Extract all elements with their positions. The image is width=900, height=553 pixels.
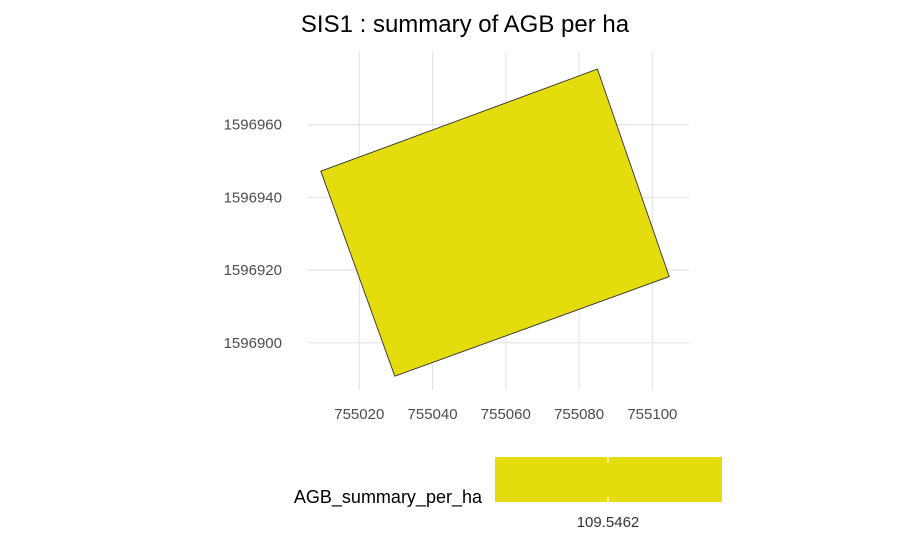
x-tick-label: 755080	[554, 406, 604, 423]
legend-color-bar	[495, 457, 722, 502]
x-axis-tick-labels: 755020 755040 755060 755080 755100	[334, 406, 677, 423]
legend: AGB_summary_per_ha 109.5462	[294, 457, 722, 531]
y-tick-label: 1596900	[224, 335, 282, 352]
polygon-layer	[320, 68, 670, 377]
y-tick-label: 1596940	[224, 189, 282, 206]
map-title: SIS1 : summary of AGB per ha	[301, 11, 630, 38]
y-tick-label: 1596920	[224, 262, 282, 279]
x-tick-label: 755060	[481, 406, 531, 423]
y-axis-tick-labels: 1596900 1596920 1596940 1596960	[224, 117, 282, 352]
plot-polygon	[320, 68, 670, 377]
legend-tick-label: 109.5462	[577, 514, 640, 531]
x-tick-label: 755100	[627, 406, 677, 423]
x-tick-label: 755040	[408, 406, 458, 423]
legend-title: AGB_summary_per_ha	[294, 487, 483, 508]
y-tick-label: 1596960	[224, 117, 282, 134]
x-tick-label: 755020	[334, 406, 384, 423]
